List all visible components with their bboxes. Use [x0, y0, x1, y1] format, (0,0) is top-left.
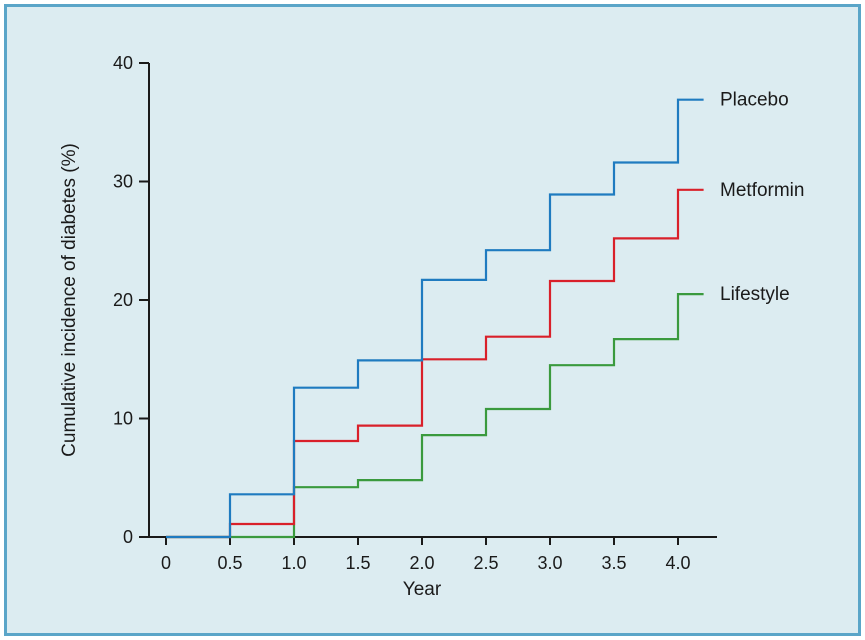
series-labels: Placebo Metformin Lifestyle — [720, 90, 804, 305]
y-tick-label: 10 — [113, 409, 133, 429]
series-label-metformin: Metformin — [720, 180, 804, 201]
series-lines — [166, 98, 704, 539]
x-tick-label: 3.5 — [601, 553, 626, 573]
chart-panel — [4, 4, 861, 636]
x-axis-ticks: 0 0.5 1.0 1.5 2.0 2.5 3.0 3.5 4.0 — [161, 537, 691, 573]
x-tick-label: 2.0 — [409, 553, 434, 573]
series-line-lifestyle — [166, 293, 704, 539]
x-tick-label: 0 — [161, 553, 171, 573]
y-tick-label: 20 — [113, 290, 133, 310]
x-tick-label: 3.0 — [537, 553, 562, 573]
y-axis-title: Cumulative incidence of diabetes (%) — [59, 143, 80, 457]
x-axis-title: Year — [403, 579, 442, 600]
y-tick-label: 0 — [123, 527, 133, 547]
x-tick-label: 4.0 — [665, 553, 690, 573]
series-label-placebo: Placebo — [720, 90, 789, 111]
series-line-placebo — [166, 98, 704, 539]
chart-axes — [148, 63, 717, 538]
x-tick-label: 0.5 — [217, 553, 242, 573]
series-label-lifestyle: Lifestyle — [720, 284, 790, 305]
y-axis-ticks: 0 10 20 30 40 — [113, 53, 149, 547]
y-tick-label: 30 — [113, 172, 133, 192]
series-line-metformin — [166, 188, 704, 539]
x-tick-label: 1.0 — [281, 553, 306, 573]
x-tick-label: 2.5 — [473, 553, 498, 573]
y-tick-label: 40 — [113, 53, 133, 73]
x-tick-label: 1.5 — [345, 553, 370, 573]
